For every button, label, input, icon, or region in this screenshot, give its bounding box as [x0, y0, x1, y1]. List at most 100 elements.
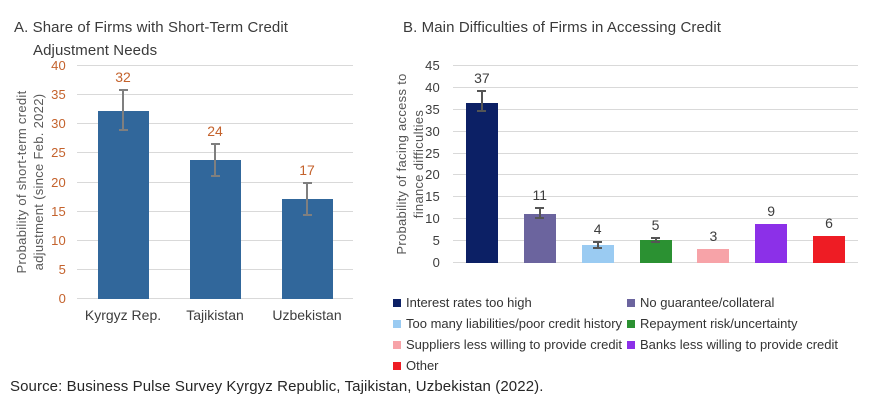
- panel-b-legend: Interest rates too high No guarantee/coll…: [393, 295, 867, 373]
- y-tick-label: 15: [51, 203, 66, 219]
- gridline: [77, 123, 353, 125]
- gridline: [77, 210, 353, 212]
- gridline: [77, 152, 353, 154]
- y-tick-label: 30: [425, 123, 440, 139]
- gridline: [77, 94, 353, 96]
- panel-a-y-axis-label: Probability of short-term credit adjustm…: [14, 90, 46, 274]
- legend-item: No guarantee/collateral: [627, 295, 867, 310]
- legend-label: Suppliers less willing to provide credit: [406, 337, 623, 352]
- legend-label: Repayment risk/uncertainty: [640, 316, 798, 331]
- legend-label: No guarantee/collateral: [640, 295, 775, 310]
- gridline: [77, 298, 353, 299]
- source-note: Source: Business Pulse Survey Kyrgyz Rep…: [10, 378, 544, 395]
- error-bar-stem: [654, 237, 657, 243]
- error-bar-cap: [302, 182, 312, 185]
- y-tick-label: 35: [425, 101, 440, 117]
- error-bar-cap: [118, 129, 128, 132]
- bar: [523, 213, 556, 263]
- gridline: [453, 152, 858, 154]
- bar-value-label: 11: [532, 187, 548, 204]
- error-bar-stem: [538, 208, 541, 219]
- bar: [581, 245, 614, 263]
- error-bar-cap: [593, 247, 603, 250]
- bar-value-label: 6: [825, 214, 833, 231]
- bar-value-label: 17: [299, 162, 315, 179]
- x-category-label: Tajikistan: [186, 307, 244, 323]
- gridline: [453, 196, 858, 198]
- error-bar-stem: [306, 183, 308, 215]
- y-tick-label: 20: [425, 167, 440, 183]
- bar-value-label: 9: [767, 203, 776, 220]
- bar: [755, 224, 788, 263]
- y-tick-label: 30: [51, 116, 66, 132]
- y-tick-label: 45: [425, 58, 440, 73]
- gridline: [453, 108, 858, 110]
- legend-swatch: [393, 340, 401, 349]
- gridline: [77, 239, 353, 241]
- legend-swatch: [393, 361, 401, 370]
- x-category-label: Uzbekistan: [272, 307, 342, 323]
- legend-item: Too many liabilities/poor credit history: [393, 316, 627, 331]
- gridline: [77, 181, 353, 183]
- y-tick-label: 25: [425, 145, 440, 161]
- gridline: [453, 174, 858, 176]
- error-bar-cap: [535, 217, 545, 220]
- legend-label: Other: [406, 358, 439, 373]
- bar: [813, 235, 846, 263]
- legend-swatch: [627, 319, 635, 328]
- error-bar-cap: [535, 207, 545, 210]
- y-tick-label: 25: [51, 145, 66, 161]
- legend-item: Repayment risk/uncertainty: [627, 316, 867, 331]
- gridline: [453, 86, 858, 88]
- error-bar-cap: [477, 109, 487, 112]
- legend-item: Other: [393, 358, 627, 373]
- bar-value-label: 24: [207, 123, 223, 140]
- legend-label: Banks less willing to provide credit: [640, 337, 838, 352]
- y-tick-label: 35: [51, 87, 66, 103]
- legend-swatch: [627, 298, 635, 307]
- gridline: [453, 65, 858, 66]
- y-tick-label: 5: [432, 233, 440, 249]
- y-tick-label: 40: [425, 79, 440, 95]
- panel-b-y-axis-ticks: 0 5 10 15 20 25 30 35 40 45: [412, 58, 446, 270]
- bar-value-label: 4: [593, 220, 602, 237]
- bar: [465, 103, 498, 263]
- legend-label: Interest rates too high: [406, 295, 532, 310]
- bar-value-label: 3: [709, 227, 718, 244]
- bar: [281, 199, 333, 299]
- y-tick-label: 10: [51, 232, 66, 248]
- legend-swatch: [393, 319, 401, 328]
- x-category-label: Kyrgyz Rep.: [84, 307, 162, 323]
- gridline: [453, 262, 858, 263]
- y-tick-label: 10: [425, 211, 440, 227]
- y-tick-label: 0: [432, 255, 440, 270]
- bar: [189, 160, 241, 299]
- bar: [97, 110, 149, 299]
- error-bar-stem: [480, 90, 483, 111]
- bar-value-label: 5: [651, 216, 660, 233]
- y-tick-label: 5: [58, 261, 66, 277]
- bar-value-label: 32: [115, 69, 131, 86]
- gridline: [453, 218, 858, 220]
- gridline: [453, 240, 858, 242]
- bar: [697, 248, 730, 263]
- legend-item: Suppliers less willing to provide credit: [393, 337, 627, 352]
- y-tick-label: 20: [51, 174, 66, 190]
- panel-b-title: B. Main Difficulties of Firms in Accessi…: [403, 19, 722, 37]
- y-tick-label: 15: [425, 189, 440, 205]
- gridline: [77, 65, 353, 66]
- panel-b-plot-area: 37 11 4 5 3 9 6: [453, 65, 858, 263]
- error-bar-cap: [651, 236, 660, 239]
- error-bar-cap: [302, 213, 312, 216]
- legend-item: Banks less willing to provide credit: [627, 337, 867, 352]
- error-bar-stem: [122, 90, 124, 131]
- legend-swatch: [627, 340, 635, 349]
- panel-a-y-axis-ticks: 0 5 10 15 20 25 30 35 40: [36, 58, 72, 306]
- error-bar-cap: [210, 143, 220, 146]
- panel-a-title: A. Share of Firms with Short-Term Credit…: [14, 19, 289, 59]
- error-bar-cap: [593, 240, 603, 243]
- error-bar-stem: [214, 144, 216, 176]
- legend-label: Too many liabilities/poor credit history: [406, 316, 623, 331]
- error-bar-cap: [651, 241, 660, 244]
- bar: [639, 240, 672, 263]
